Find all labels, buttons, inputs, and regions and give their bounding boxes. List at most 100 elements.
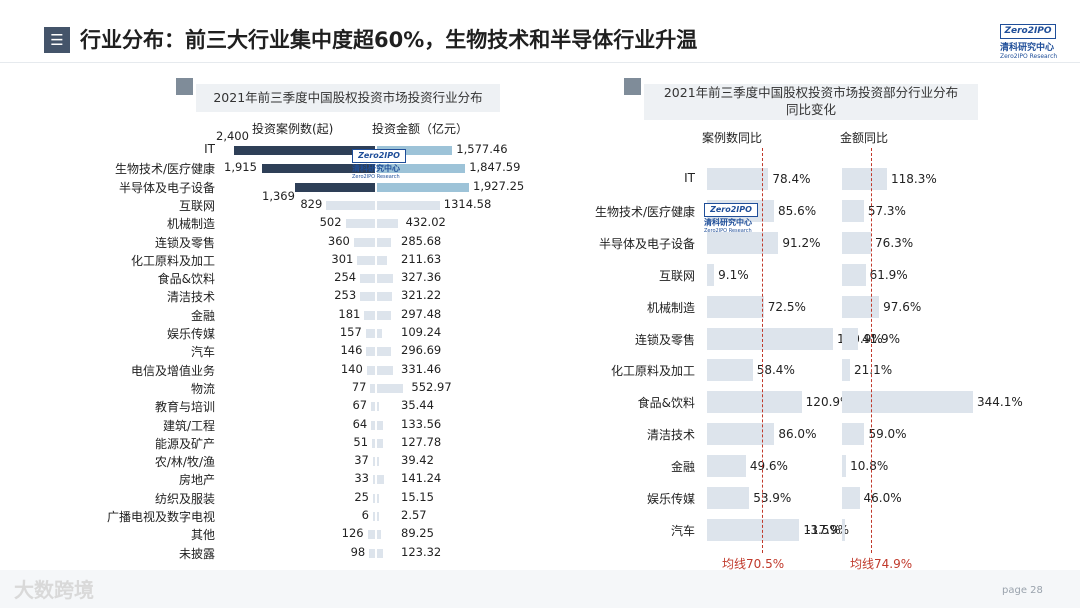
category-label: 食品&饮料 (637, 396, 695, 411)
cases-value-label: 25 (354, 489, 369, 504)
amount-yoy-bar (842, 487, 860, 509)
category-label: 能源及矿产 (154, 436, 215, 451)
category-label: 化工原料及加工 (130, 253, 215, 268)
category-label: 连锁及零售 (634, 332, 695, 347)
cases-bar (366, 365, 375, 375)
amount-bar (377, 329, 383, 338)
category-label: 物流 (190, 381, 215, 396)
amount-value-label: 297.48 (401, 306, 442, 321)
cases-yoy-label: 117.9% (803, 522, 850, 537)
amount-yoy-bar (842, 263, 866, 286)
category-label: 互联网 (658, 268, 695, 283)
right-chart-title-box: 2021年前三季度中国股权投资市场投资部分行业分布 同比变化 (644, 84, 978, 120)
footer-band (0, 570, 1080, 608)
amount-value-label: 1314.58 (443, 196, 492, 211)
amount-yoy-bar (842, 455, 847, 478)
amount-yoy-label: 97.6% (883, 299, 922, 314)
cases-value-label: 1,915 (224, 160, 257, 175)
cases-value-label: 51 (353, 434, 369, 449)
amount-yoy-bar (842, 391, 973, 414)
category-label: 建筑/工程 (162, 418, 215, 433)
category-label: 广播电视及数字电视 (106, 510, 215, 524)
watermark-en: Zero2IPO Research (352, 174, 400, 180)
amount-bar (377, 402, 379, 412)
amount-bar (377, 237, 391, 247)
category-label: 食品&饮料 (157, 272, 215, 287)
cases-yoy-label: 72.5% (767, 299, 806, 314)
category-label: 娱乐传媒 (646, 492, 695, 506)
category-label: 未披露 (178, 546, 215, 561)
category-label: 娱乐传媒 (166, 327, 215, 341)
category-label: 生物技术/医疗健康 (114, 162, 215, 177)
amount-yoy-label: 76.3% (875, 235, 914, 250)
amount-value-label: 285.68 (401, 233, 442, 248)
cases-bar (372, 438, 375, 448)
amount-bar (377, 548, 383, 558)
cases-yoy-label: 53.9% (753, 491, 792, 505)
category-label: 金融 (190, 308, 215, 323)
page-header: ☰ 行业分布：前三大行业集中度超60%，生物技术和半导体行业升温 Zero2IP… (0, 0, 1080, 63)
cases-value-label: 181 (338, 306, 361, 321)
left-col-cases: 投资案例数(起) (252, 122, 334, 136)
amount-value-label: 296.69 (401, 343, 442, 358)
cases-yoy-label: 9.1% (718, 267, 749, 282)
category-label: 机械制造 (166, 217, 215, 232)
amount-value-label: 109.24 (401, 325, 442, 339)
cases-bar (371, 420, 375, 430)
amount-value-label: 35.44 (401, 398, 434, 413)
amount-bar (377, 200, 440, 210)
amount-bar (377, 457, 379, 467)
cases-bar (360, 292, 375, 302)
amount-yoy-label: 59.0% (868, 427, 907, 442)
cases-value-label: 67 (352, 398, 368, 413)
category-label: 汽车 (190, 345, 215, 360)
amount-yoy-label: 118.3% (891, 172, 937, 186)
amount-bar (377, 310, 392, 320)
amount-bar (377, 530, 382, 540)
amount-value-label: 1,577.46 (456, 142, 508, 156)
cases-yoy-label: 85.6% (778, 203, 817, 218)
amount-value-label: 1,927.25 (473, 178, 525, 193)
amount-bar (377, 420, 384, 430)
amount-yoy-label: 41.9% (861, 331, 901, 346)
category-label: 机械制造 (646, 300, 695, 315)
watermark-logo-right: Zero2IPO 清科研究中心 Zero2IPO Research (704, 203, 762, 235)
cases-bar (345, 219, 375, 229)
amount-yoy-label: -3.5% (806, 522, 841, 537)
category-label: 纺织及服装 (154, 491, 215, 506)
amount-yoy-bar (842, 327, 858, 350)
category-label: 生物技术/医疗健康 (594, 204, 695, 219)
amount-value-label: 432.02 (405, 215, 446, 230)
amount-yoy-bar (842, 199, 864, 222)
menu-icon[interactable]: ☰ (44, 27, 70, 53)
cases-bar (366, 347, 375, 357)
category-label: 电信及增值业务 (130, 363, 215, 378)
cases-yoy-label: 120.9% (805, 395, 852, 410)
amount-bar (377, 292, 393, 302)
category-label: IT (684, 171, 695, 185)
cases-yoy-bar (707, 518, 800, 541)
cases-value-label: 33 (354, 471, 369, 486)
watermark-en-right: Zero2IPO Research (704, 228, 752, 234)
cases-yoy-label: 91.2% (782, 235, 821, 250)
amount-bar (377, 347, 392, 357)
amount-bar (377, 365, 393, 375)
cases-bar (353, 237, 375, 247)
amount-bar (377, 512, 379, 521)
cases-yoy-bar (707, 423, 775, 446)
cases-bar (373, 512, 375, 521)
amount-bar (377, 383, 404, 393)
cases-yoy-label: 49.6% (749, 459, 788, 474)
cases-yoy-bar (707, 359, 753, 382)
amount-value-label: 2.57 (401, 508, 427, 522)
amount-value-label: 141.24 (401, 471, 442, 486)
cases-yoy-bar (707, 455, 746, 478)
cases-value-label: 254 (334, 270, 357, 285)
watermark-cn-right: 清科研究中心 (704, 218, 752, 227)
amount-yoy-bar (842, 295, 880, 318)
cases-bar (373, 493, 375, 503)
page-number: page 28 (1002, 585, 1043, 596)
category-label: 清洁技术 (166, 290, 215, 305)
category-label: 汽车 (670, 523, 695, 538)
logo-mark: Zero2IPO (1000, 24, 1056, 39)
